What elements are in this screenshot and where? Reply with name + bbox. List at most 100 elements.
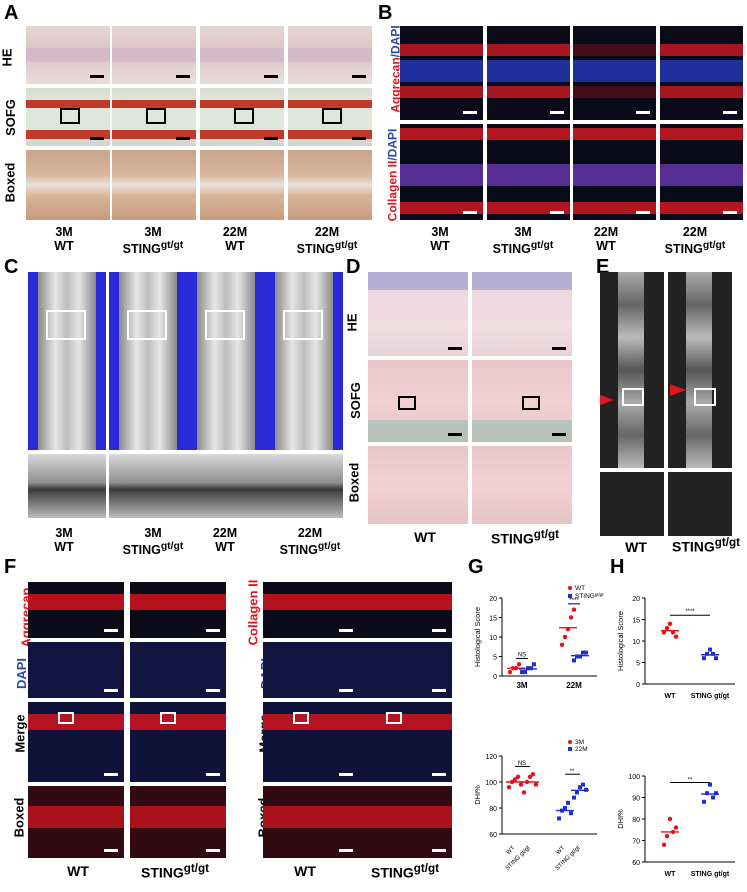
boxed-region xyxy=(58,712,74,724)
row-label-collagen-dapi: Collagen II/DAPI xyxy=(385,128,400,222)
dapi-image xyxy=(356,642,452,698)
scale-bar xyxy=(432,849,446,852)
scale-bar xyxy=(176,137,190,140)
tick-label: 0 xyxy=(493,674,497,681)
col-label: 3M STINGgt/gt xyxy=(122,526,184,558)
col-label: 22M WT xyxy=(212,526,238,554)
sofg-image xyxy=(472,360,572,442)
row-label-he: HE xyxy=(344,313,360,332)
col-label: 22M WT xyxy=(593,225,619,253)
legend-label: 3M xyxy=(575,739,584,746)
data-point xyxy=(584,650,588,655)
x-tick-label: STING gt/gt xyxy=(691,693,730,700)
legend-marker xyxy=(568,740,572,744)
col-label: 3M STINGgt/gt xyxy=(492,225,554,257)
row-label-sofg: SOFG xyxy=(347,382,363,419)
scale-bar xyxy=(432,773,446,776)
boxed-region xyxy=(398,396,416,410)
data-point xyxy=(581,650,585,655)
tick-label: 70 xyxy=(632,839,640,846)
merge-image xyxy=(356,702,452,782)
data-point xyxy=(571,607,577,612)
scale-bar xyxy=(104,849,118,852)
data-point xyxy=(530,772,536,777)
panel-letter-g: G xyxy=(468,556,484,578)
tick-label: 80 xyxy=(632,817,640,824)
col-label: 22M STINGgt/gt xyxy=(296,225,358,257)
boxed-image xyxy=(472,446,572,524)
data-point xyxy=(568,615,574,620)
data-point xyxy=(532,662,536,667)
boxed-image xyxy=(263,786,359,858)
merge-image xyxy=(28,702,124,782)
col-label: STINGgt/gt xyxy=(671,536,741,555)
scale-bar xyxy=(339,849,353,852)
data-point xyxy=(572,795,576,800)
sig-label: **** xyxy=(569,598,579,604)
boxed-region xyxy=(46,310,86,340)
xray-zoom-image xyxy=(668,472,732,536)
data-point xyxy=(702,799,706,804)
scale-bar xyxy=(90,75,104,78)
data-point xyxy=(563,806,567,810)
data-point xyxy=(516,662,522,667)
panel-letter-h: H xyxy=(610,556,625,578)
sofg-image xyxy=(112,88,196,146)
he-image xyxy=(200,26,284,84)
collagen-dapi-image xyxy=(573,124,656,220)
sig-label: ** xyxy=(570,769,575,775)
sofg-image xyxy=(368,360,468,442)
arrow-icon xyxy=(600,394,614,406)
data-point xyxy=(512,777,518,782)
legend-label: 22M xyxy=(575,746,588,753)
scale-bar xyxy=(723,111,737,114)
data-point xyxy=(578,654,582,659)
data-point xyxy=(526,666,530,671)
data-point xyxy=(523,670,527,675)
panel-letter-c: C xyxy=(4,256,19,278)
boxed-region xyxy=(386,712,402,724)
panel-letter-a: A xyxy=(4,2,19,24)
scale-bar xyxy=(463,111,477,114)
micro-ct-zoom-image xyxy=(265,454,343,518)
x-tick-label: WT xyxy=(665,693,677,700)
sig-label: NS xyxy=(518,653,526,659)
boxed-image xyxy=(356,786,452,858)
data-point xyxy=(664,834,670,839)
tick-label: 60 xyxy=(489,832,497,839)
col-label: 22M WT xyxy=(222,225,248,253)
data-point xyxy=(664,625,670,631)
row-label-he: HE xyxy=(0,48,15,67)
tick-label: 10 xyxy=(632,639,640,646)
data-point xyxy=(702,656,706,661)
data-point xyxy=(575,654,579,659)
y-axis-label: DHI% xyxy=(473,785,482,805)
scale-bar xyxy=(206,773,220,776)
scale-bar xyxy=(206,849,220,852)
scale-bar xyxy=(636,211,650,214)
collagen-dapi-image xyxy=(660,124,743,220)
row-label-collagen-ii: Collagen II xyxy=(245,579,261,646)
scale-bar xyxy=(552,347,566,350)
tick-label: 20 xyxy=(489,596,497,603)
tick-label: 0 xyxy=(636,682,640,689)
col-label: STINGgt/gt xyxy=(140,862,210,881)
collagen-dapi-image xyxy=(400,124,483,220)
col-label: WT xyxy=(294,863,316,879)
scale-bar xyxy=(552,433,566,436)
tick-label: 80 xyxy=(489,806,497,813)
scale-bar xyxy=(206,689,220,692)
data-point xyxy=(575,790,579,795)
micro-ct-zoom-image xyxy=(187,454,265,518)
scale-bar xyxy=(339,629,353,632)
sig-label: NS xyxy=(518,761,526,767)
scale-bar xyxy=(352,137,366,140)
col-label: 22M STINGgt/gt xyxy=(664,225,726,257)
scale-bar xyxy=(432,689,446,692)
scale-bar xyxy=(264,75,278,78)
row-label-dapi: DAPI xyxy=(14,657,30,690)
data-point xyxy=(705,791,709,796)
y-axis-label: Histological Score xyxy=(473,607,482,667)
dapi-image xyxy=(130,642,226,698)
data-point xyxy=(673,825,679,830)
